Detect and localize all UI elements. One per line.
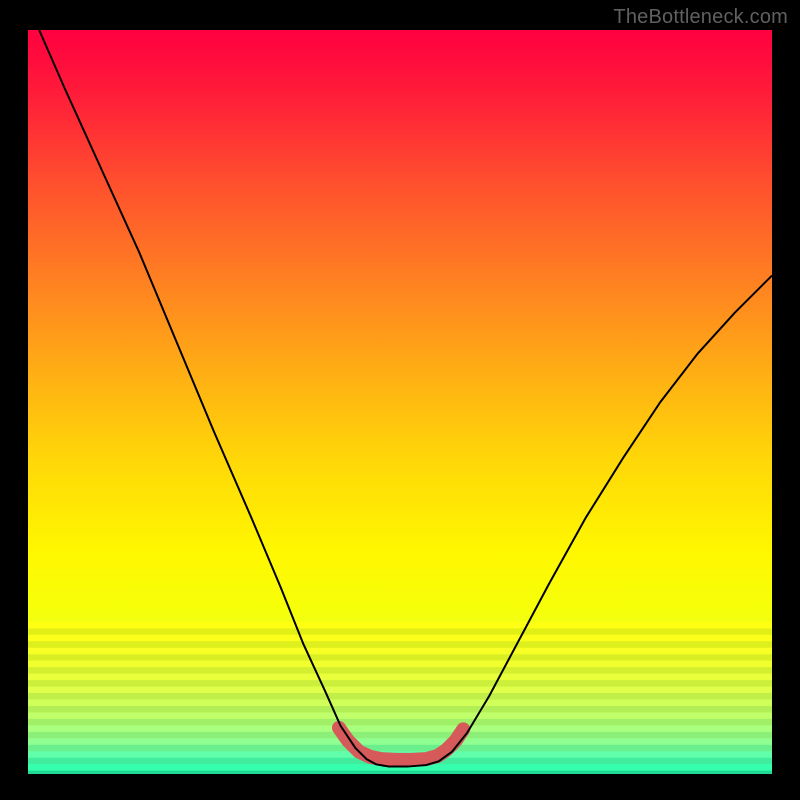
bottleneck-chart — [0, 0, 800, 800]
watermark-text: TheBottleneck.com — [613, 6, 788, 29]
gradient-band-lines — [28, 625, 772, 774]
